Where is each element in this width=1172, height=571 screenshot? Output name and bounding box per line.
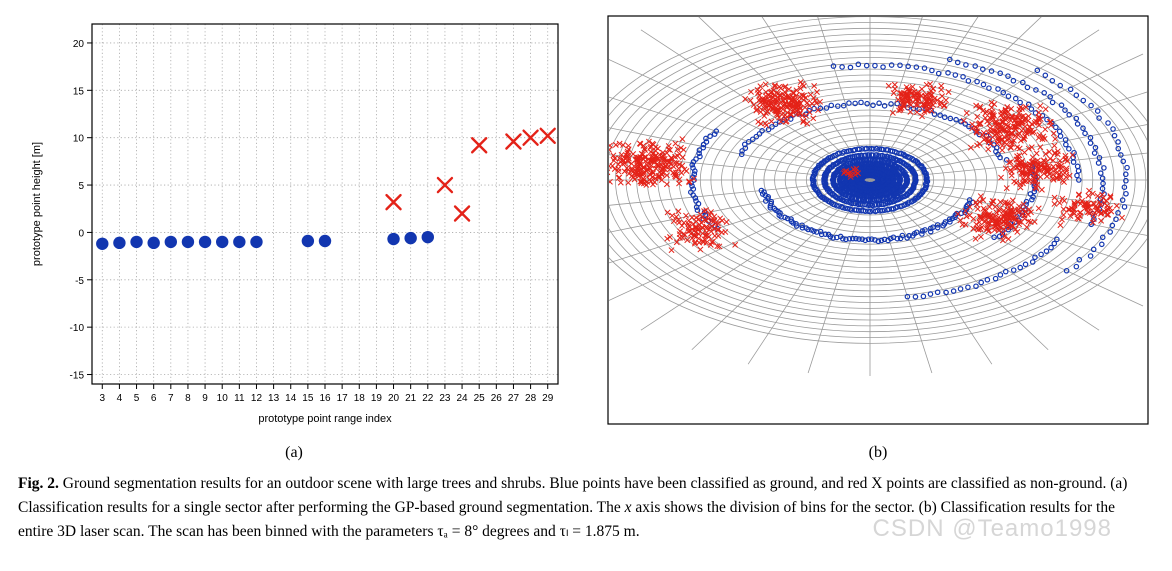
svg-text:14: 14 <box>285 393 297 404</box>
svg-text:-10: -10 <box>70 323 85 334</box>
svg-text:19: 19 <box>371 393 383 404</box>
svg-text:13: 13 <box>268 393 280 404</box>
svg-text:15: 15 <box>73 86 85 97</box>
svg-text:21: 21 <box>405 393 417 404</box>
svg-text:9: 9 <box>202 393 208 404</box>
svg-text:25: 25 <box>474 393 486 404</box>
svg-text:-5: -5 <box>75 276 84 287</box>
panel-b: (b) <box>602 10 1154 462</box>
svg-text:0: 0 <box>78 228 84 239</box>
svg-text:12: 12 <box>251 393 263 404</box>
svg-text:15: 15 <box>302 393 314 404</box>
svg-text:prototype point range index: prototype point range index <box>258 413 392 425</box>
svg-text:10: 10 <box>217 393 229 404</box>
figure-caption: Fig. 2. Ground segmentation results for … <box>18 472 1154 544</box>
svg-text:24: 24 <box>456 393 468 404</box>
svg-text:20: 20 <box>388 393 400 404</box>
panel-a-sublabel: (a) <box>285 444 303 462</box>
panel-a: -15-10-505101520345678910111213141516171… <box>18 10 570 462</box>
svg-text:29: 29 <box>542 393 554 404</box>
caption-x-italic: x <box>625 499 632 516</box>
figure-page: -15-10-505101520345678910111213141516171… <box>0 0 1172 571</box>
panel-b-chart <box>602 10 1154 440</box>
svg-text:27: 27 <box>508 393 520 404</box>
svg-text:6: 6 <box>151 393 157 404</box>
svg-text:8: 8 <box>185 393 191 404</box>
svg-text:16: 16 <box>319 393 331 404</box>
svg-text:26: 26 <box>491 393 503 404</box>
figure-label: Fig. 2. <box>18 475 59 492</box>
svg-text:7: 7 <box>168 393 174 404</box>
svg-text:10: 10 <box>73 134 85 145</box>
svg-text:4: 4 <box>117 393 123 404</box>
svg-text:17: 17 <box>337 393 349 404</box>
svg-text:11: 11 <box>234 393 245 404</box>
svg-text:18: 18 <box>354 393 366 404</box>
figure-row: -15-10-505101520345678910111213141516171… <box>18 10 1154 462</box>
svg-text:5: 5 <box>134 393 140 404</box>
svg-text:-15: -15 <box>70 371 85 382</box>
caption-tau: τₐ = 8° degrees and τₗ = 1.875 m. <box>437 523 639 540</box>
svg-text:5: 5 <box>78 181 84 192</box>
svg-text:23: 23 <box>439 393 451 404</box>
svg-text:20: 20 <box>73 39 85 50</box>
svg-text:22: 22 <box>422 393 434 404</box>
svg-text:prototype point height [m]: prototype point height [m] <box>31 142 43 266</box>
panel-a-chart: -15-10-505101520345678910111213141516171… <box>18 10 570 440</box>
panel-b-sublabel: (b) <box>869 444 888 462</box>
svg-text:28: 28 <box>525 393 537 404</box>
svg-text:3: 3 <box>99 393 105 404</box>
